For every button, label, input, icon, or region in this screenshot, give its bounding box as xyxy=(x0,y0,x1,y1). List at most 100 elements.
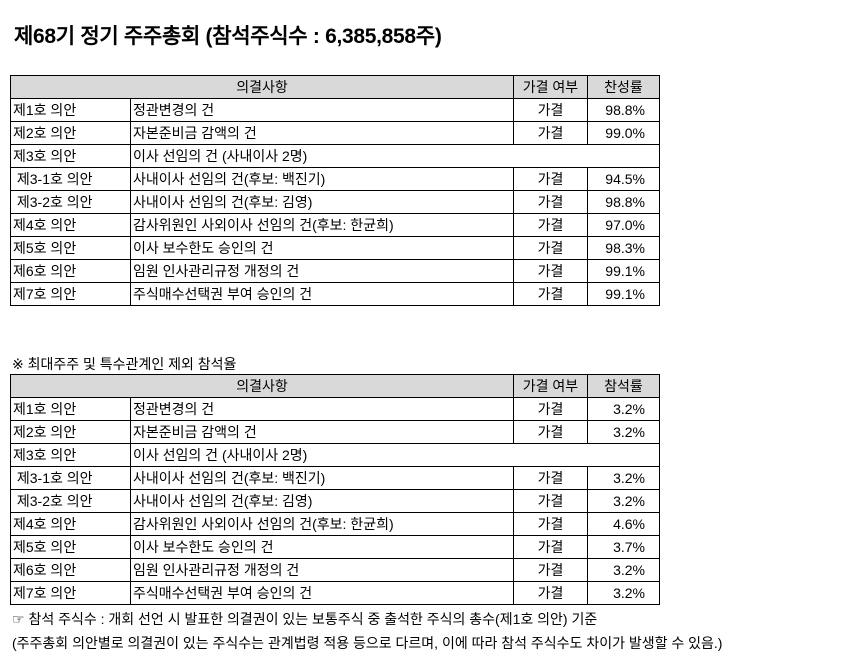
agenda-number: 제4호 의안 xyxy=(10,213,131,237)
column-header: 참석률 xyxy=(587,374,660,398)
rate: 3.2% xyxy=(587,581,660,605)
agenda-title: 주식매수선택권 부여 승인의 건 xyxy=(130,581,514,605)
agenda-number: 제3-1호 의안 xyxy=(10,167,131,191)
column-header: 가결 여부 xyxy=(513,374,588,398)
approval-rate-table: 의결사항 가결 여부 찬성률 제1호 의안 정관변경의 건 가결 98.8% 제2호 의안 자본… xyxy=(10,75,660,306)
result: 가결 xyxy=(513,167,588,191)
result: 가결 xyxy=(513,489,588,513)
table-row: 제3호 의안 이사 선임의 건 (사내이사 2명) xyxy=(10,443,660,467)
table-row: 제5호 의안 이사 보수한도 승인의 건 가결 98.3% xyxy=(10,236,660,260)
result: 가결 xyxy=(513,121,588,145)
result: 가결 xyxy=(513,397,588,421)
table-row: 제3-1호 의안 사내이사 선임의 건(후보: 백진기) 가결 94.5% xyxy=(10,167,660,191)
agenda-number: 제2호 의안 xyxy=(10,420,131,444)
agenda-number: 제7호 의안 xyxy=(10,581,131,605)
agenda-number: 제4호 의안 xyxy=(10,512,131,536)
agenda-title: 사내이사 선임의 건(후보: 김영) xyxy=(130,489,514,513)
table-row: 제3-2호 의안 사내이사 선임의 건(후보: 김영) 가결 98.8% xyxy=(10,190,660,214)
rate: 4.6% xyxy=(587,512,660,536)
agenda-title: 주식매수선택권 부여 승인의 건 xyxy=(130,282,514,306)
agenda-number: 제5호 의안 xyxy=(10,535,131,559)
agenda-number: 제3-1호 의안 xyxy=(10,466,131,490)
agenda-number: 제3호 의안 xyxy=(10,144,131,168)
column-header: 가결 여부 xyxy=(513,75,588,99)
table-row: 제1호 의안 정관변경의 건 가결 98.8% xyxy=(10,98,660,122)
agenda-title: 이사 보수한도 승인의 건 xyxy=(130,535,514,559)
agenda-title: 임원 인사관리규정 개정의 건 xyxy=(130,259,514,283)
agenda-number: 제1호 의안 xyxy=(10,98,131,122)
table-row: 제4호 의안 감사위원인 사외이사 선임의 건(후보: 한균희) 가결 4.6% xyxy=(10,512,660,536)
result: 가결 xyxy=(513,558,588,582)
rate: 94.5% xyxy=(587,167,660,191)
agenda-title: 사내이사 선임의 건(후보: 김영) xyxy=(130,190,514,214)
rate: 99.1% xyxy=(587,259,660,283)
agenda-title: 이사 보수한도 승인의 건 xyxy=(130,236,514,260)
page-title: 제68기 정기 주주총회 (참석주식수 : 6,385,858주) xyxy=(14,25,442,48)
table-row: 제4호 의안 감사위원인 사외이사 선임의 건(후보: 한균희) 가결 97.0% xyxy=(10,213,660,237)
rate: 3.7% xyxy=(587,535,660,559)
agenda-number: 제3호 의안 xyxy=(10,443,131,467)
table-row: 제1호 의안 정관변경의 건 가결 3.2% xyxy=(10,397,660,421)
agenda-title: 자본준비금 감액의 건 xyxy=(130,420,514,444)
result: 가결 xyxy=(513,98,588,122)
result: 가결 xyxy=(513,259,588,283)
agenda-number: 제3-2호 의안 xyxy=(10,190,131,214)
table-row: 제2호 의안 자본준비금 감액의 건 가결 99.0% xyxy=(10,121,660,145)
footnote-disclaimer: (주주총회 의안별로 의결권이 있는 주식수는 관계법령 적용 등으로 다르며,… xyxy=(12,635,723,651)
agenda-number: 제7호 의안 xyxy=(10,282,131,306)
rate: 3.2% xyxy=(587,397,660,421)
result: 가결 xyxy=(513,466,588,490)
table-row: 제7호 의안 주식매수선택권 부여 승인의 건 가결 3.2% xyxy=(10,581,660,605)
agenda-title: 이사 선임의 건 (사내이사 2명) xyxy=(130,144,660,168)
agenda-number: 제5호 의안 xyxy=(10,236,131,260)
table-row: 제6호 의안 임원 인사관리규정 개정의 건 가결 99.1% xyxy=(10,259,660,283)
table-row: 제2호 의안 자본준비금 감액의 건 가결 3.2% xyxy=(10,420,660,444)
footnote-attendance: ☞ 참석 주식수 : 개회 선언 시 발표한 의결권이 있는 보통주식 중 출석… xyxy=(12,611,598,627)
rate: 3.2% xyxy=(587,558,660,582)
rate: 3.2% xyxy=(587,420,660,444)
agenda-number: 제2호 의안 xyxy=(10,121,131,145)
agenda-title: 사내이사 선임의 건(후보: 백진기) xyxy=(130,167,514,191)
rate: 99.1% xyxy=(587,282,660,306)
table-row: 제7호 의안 주식매수선택권 부여 승인의 건 가결 99.1% xyxy=(10,282,660,306)
agenda-number: 제3-2호 의안 xyxy=(10,489,131,513)
result: 가결 xyxy=(513,535,588,559)
result: 가결 xyxy=(513,282,588,306)
attendance-rate-table: 의결사항 가결 여부 참석률 제1호 의안 정관변경의 건 가결 3.2% 제2호 의안 자본준… xyxy=(10,374,660,605)
agenda-title: 임원 인사관리규정 개정의 건 xyxy=(130,558,514,582)
rate: 98.8% xyxy=(587,98,660,122)
agenda-title: 사내이사 선임의 건(후보: 백진기) xyxy=(130,466,514,490)
agenda-number: 제6호 의안 xyxy=(10,259,131,283)
agenda-title: 감사위원인 사외이사 선임의 건(후보: 한균희) xyxy=(130,512,514,536)
agenda-title: 감사위원인 사외이사 선임의 건(후보: 한균희) xyxy=(130,213,514,237)
table-row: 제3-2호 의안 사내이사 선임의 건(후보: 김영) 가결 3.2% xyxy=(10,489,660,513)
rate: 98.3% xyxy=(587,236,660,260)
result: 가결 xyxy=(513,236,588,260)
rate: 98.8% xyxy=(587,190,660,214)
rate: 3.2% xyxy=(587,466,660,490)
header-row: 의결사항 가결 여부 참석률 xyxy=(10,374,660,398)
result: 가결 xyxy=(513,581,588,605)
agenda-title: 이사 선임의 건 (사내이사 2명) xyxy=(130,443,660,467)
agenda-number: 제6호 의안 xyxy=(10,558,131,582)
column-header: 의결사항 xyxy=(10,374,514,398)
result: 가결 xyxy=(513,190,588,214)
table-row: 제6호 의안 임원 인사관리규정 개정의 건 가결 3.2% xyxy=(10,558,660,582)
result: 가결 xyxy=(513,420,588,444)
column-header: 의결사항 xyxy=(10,75,514,99)
table-row: 제3호 의안 이사 선임의 건 (사내이사 2명) xyxy=(10,144,660,168)
rate: 99.0% xyxy=(587,121,660,145)
agenda-number: 제1호 의안 xyxy=(10,397,131,421)
header-row: 의결사항 가결 여부 찬성률 xyxy=(10,75,660,99)
result: 가결 xyxy=(513,213,588,237)
result: 가결 xyxy=(513,512,588,536)
agenda-title: 자본준비금 감액의 건 xyxy=(130,121,514,145)
table-row: 제3-1호 의안 사내이사 선임의 건(후보: 백진기) 가결 3.2% xyxy=(10,466,660,490)
rate: 97.0% xyxy=(587,213,660,237)
agenda-title: 정관변경의 건 xyxy=(130,397,514,421)
agenda-title: 정관변경의 건 xyxy=(130,98,514,122)
rate: 3.2% xyxy=(587,489,660,513)
table-row: 제5호 의안 이사 보수한도 승인의 건 가결 3.7% xyxy=(10,535,660,559)
column-header: 찬성률 xyxy=(587,75,660,99)
section2-title: ※ 최대주주 및 특수관계인 제외 참석율 xyxy=(12,356,237,372)
